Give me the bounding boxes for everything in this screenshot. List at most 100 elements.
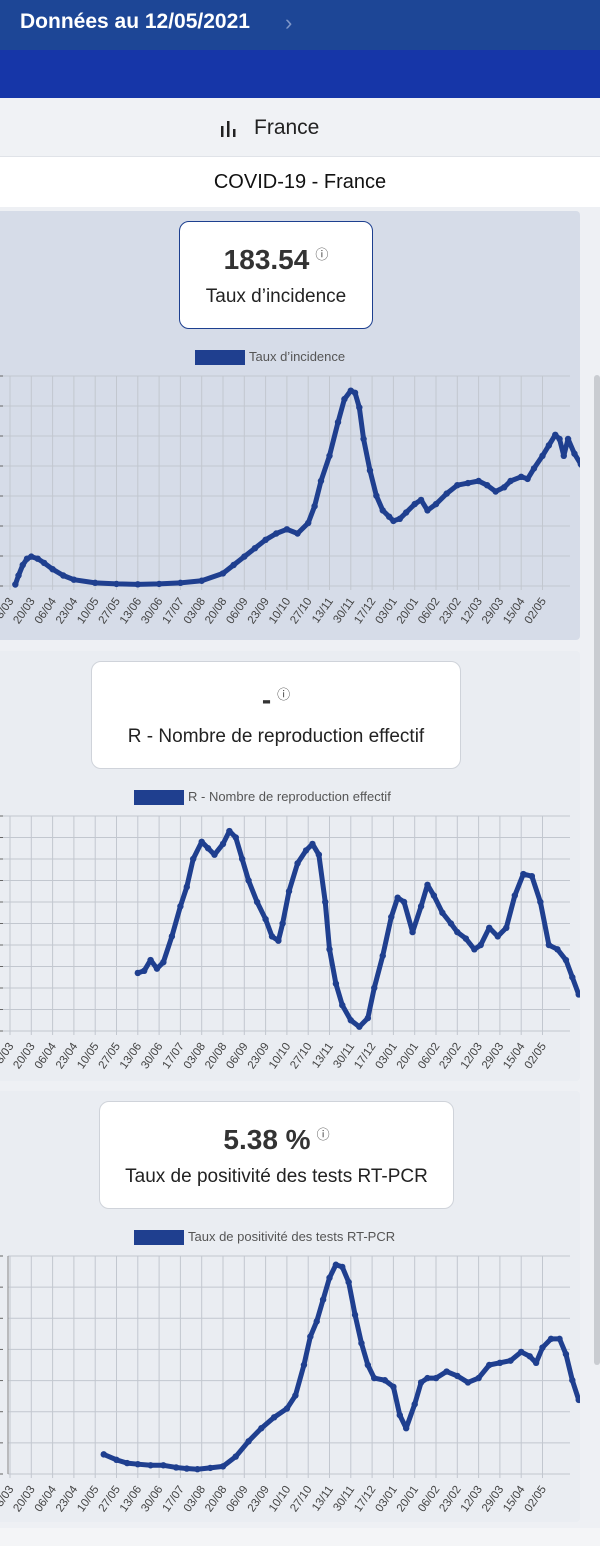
scope-bar[interactable]: France: [0, 98, 600, 157]
x-tick-label: 17/12: [352, 596, 378, 626]
data-point: [477, 941, 484, 949]
legend-swatch: [134, 1230, 184, 1246]
info-icon[interactable]: ⓘ: [277, 687, 291, 702]
data-point: [562, 956, 570, 964]
data-point: [537, 898, 544, 906]
x-tick-label: 03/08: [182, 1484, 208, 1514]
data-point: [113, 580, 120, 588]
data-point: [524, 475, 531, 483]
scrollbar[interactable]: [594, 375, 600, 1365]
top-header: Données au 12/05/2021 ›: [0, 0, 600, 50]
x-tick-label: 13/11: [310, 1484, 336, 1514]
bar-chart-icon: [221, 121, 236, 137]
data-point: [560, 452, 567, 459]
data-point: [183, 1465, 190, 1472]
data-point: [454, 928, 461, 936]
data-point: [253, 898, 261, 906]
data-point: [347, 1017, 354, 1024]
data-point: [577, 461, 580, 468]
incidence-card: 183.54 ⓘ Taux d’incidence Taux d’incidenc…: [0, 211, 580, 640]
data-point: [390, 517, 397, 525]
data-point: [417, 1379, 425, 1386]
data-point: [326, 1274, 333, 1281]
data-point: [211, 851, 218, 858]
x-tick-label: 06/02: [416, 596, 442, 626]
data-point: [230, 561, 237, 569]
data-point: [113, 1456, 120, 1464]
x-tick-label: 23/09: [246, 1484, 272, 1514]
kpi-value: -: [261, 684, 272, 715]
data-point: [432, 500, 440, 508]
data-point: [379, 952, 386, 959]
data-point: [371, 984, 378, 992]
x-tick-label: 03/01: [374, 1041, 400, 1071]
incidence-kpi-box[interactable]: 183.54 ⓘ Taux d’incidence: [179, 221, 373, 329]
data-point: [556, 1335, 563, 1343]
data-point: [486, 1361, 493, 1369]
chart-legend[interactable]: Taux d’incidence: [195, 349, 346, 366]
data-point: [168, 933, 176, 940]
data-point: [270, 1414, 278, 1421]
x-tick-label: 06/09: [224, 596, 250, 626]
x-tick-label: 23/04: [54, 1483, 81, 1514]
kpi-value: 5.38 %: [223, 1124, 311, 1155]
data-point: [475, 1374, 482, 1382]
data-point: [268, 933, 276, 940]
data-point: [326, 452, 333, 459]
data-point: [204, 845, 212, 852]
data-point: [492, 488, 499, 495]
data-point: [443, 1368, 450, 1375]
chart-legend[interactable]: Taux de positivité des tests RT-PCR: [134, 1229, 395, 1246]
data-point: [520, 870, 527, 878]
x-tick-label: 15/04: [501, 1040, 528, 1071]
data-point: [279, 920, 286, 927]
data-point: [34, 555, 41, 562]
x-tick-label: 06/09: [224, 1484, 250, 1514]
x-tick-label: 10/10: [267, 596, 293, 626]
x-tick-label: 10/05: [75, 1484, 101, 1514]
x-tick-label: 13/06: [118, 596, 144, 626]
data-point: [153, 965, 161, 972]
data-point: [198, 838, 205, 845]
x-tick-label: 23/09: [246, 596, 272, 626]
x-tick-label: 12/03: [459, 596, 485, 626]
info-icon[interactable]: ⓘ: [316, 1127, 330, 1142]
x-tick-label: 17/07: [161, 596, 187, 626]
data-point: [569, 974, 576, 981]
data-date-title[interactable]: Données au 12/05/2021: [20, 10, 250, 33]
x-tick-label: 23/02: [437, 1041, 463, 1071]
x-tick-label: 30/06: [139, 1041, 165, 1071]
data-point: [134, 1460, 141, 1468]
data-point: [562, 1350, 570, 1358]
positivity-kpi-box[interactable]: 5.38 % ⓘ Taux de positivité des tests RT-…: [99, 1101, 454, 1209]
data-point: [183, 883, 190, 891]
data-point: [486, 924, 493, 931]
data-point: [388, 913, 395, 921]
positivity-card: 5.38 % ⓘ Taux de positivité des tests RT-…: [0, 1091, 580, 1522]
data-point: [539, 452, 546, 459]
data-point: [351, 389, 359, 396]
info-icon[interactable]: ⓘ: [315, 247, 329, 262]
data-point: [507, 1357, 514, 1364]
chevron-right-icon[interactable]: ›: [285, 10, 293, 35]
x-tick-label: 20/01: [395, 596, 421, 626]
x-tick-label: 15/04: [501, 595, 528, 626]
x-tick-label: 06/04: [33, 595, 60, 626]
reproduction-kpi-box[interactable]: - ⓘ R - Nombre de reproduction effectif: [91, 661, 461, 769]
data-point: [518, 1348, 525, 1356]
x-tick-label: 13/06: [118, 1041, 144, 1071]
data-point: [140, 967, 148, 974]
data-point: [12, 581, 19, 588]
data-point: [232, 834, 239, 841]
x-tick-label: 10/10: [267, 1041, 293, 1071]
data-point: [285, 888, 293, 895]
data-point: [464, 1379, 472, 1386]
kpi-label: Taux d’incidence: [205, 286, 347, 307]
data-point: [454, 482, 461, 489]
data-point: [394, 894, 401, 901]
data-point: [160, 959, 167, 966]
legend-label: Taux d’incidence: [249, 349, 346, 364]
x-tick-label: 02/05: [523, 596, 549, 626]
chart-legend[interactable]: R - Nombre de reproduction effectif: [134, 789, 391, 806]
data-point: [49, 566, 56, 573]
